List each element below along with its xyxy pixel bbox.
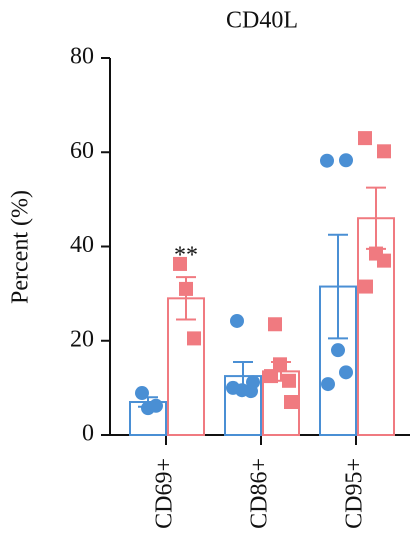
- data-point: [284, 395, 298, 410]
- y-tick-label: 60: [70, 138, 94, 164]
- data-point: [135, 386, 149, 401]
- data-point: [320, 153, 334, 168]
- data-point: [149, 398, 163, 413]
- data-point: [273, 357, 287, 372]
- y-axis-label: Percent (%): [8, 190, 34, 304]
- annotation: **: [174, 243, 198, 269]
- y-tick-label: 20: [70, 326, 94, 352]
- data-point: [321, 377, 335, 392]
- data-point: [331, 343, 345, 358]
- data-point: [282, 373, 296, 388]
- data-point: [358, 131, 372, 146]
- data-point: [179, 281, 193, 296]
- data-point: [377, 144, 391, 159]
- data-point: [187, 331, 201, 346]
- data-point: [339, 153, 353, 168]
- data-point: [359, 279, 373, 294]
- data-point: [246, 375, 260, 390]
- data-point: [226, 380, 240, 395]
- data-point: [264, 369, 278, 384]
- data-point: [268, 317, 282, 332]
- y-tick-label: 80: [70, 44, 94, 70]
- x-tick-label: CD69+: [152, 458, 178, 529]
- y-tick-label: 0: [82, 421, 94, 447]
- data-point: [377, 253, 391, 268]
- x-tick-label: CD95+: [342, 458, 368, 529]
- x-tick-label: CD86+: [247, 458, 273, 529]
- y-tick-label: 40: [70, 232, 94, 258]
- chart-title: CD40L: [226, 8, 298, 34]
- data-point: [173, 256, 187, 271]
- data-point: [339, 365, 353, 380]
- data-point: [230, 313, 244, 328]
